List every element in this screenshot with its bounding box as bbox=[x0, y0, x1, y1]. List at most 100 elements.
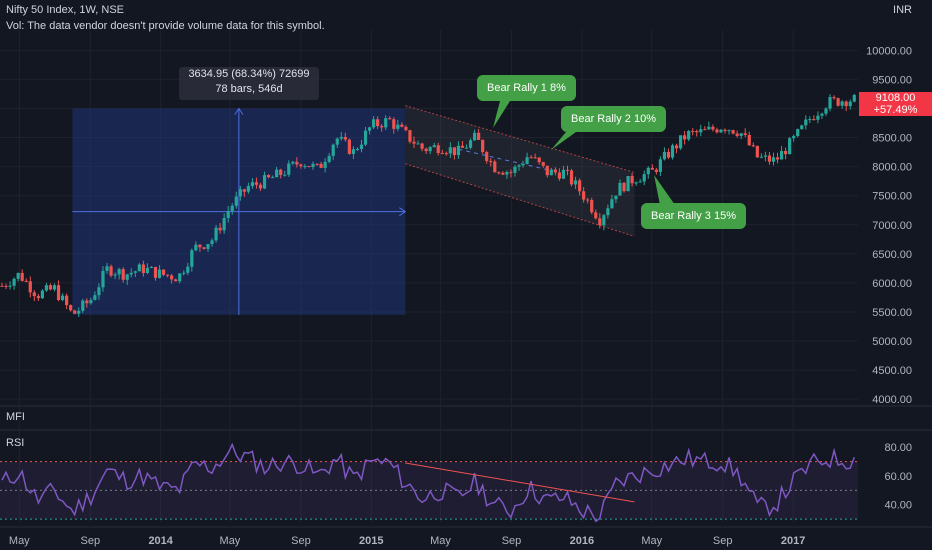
candle[interactable] bbox=[723, 128, 727, 134]
candle[interactable] bbox=[105, 262, 109, 274]
candle[interactable] bbox=[226, 205, 230, 223]
candle[interactable] bbox=[222, 213, 226, 234]
candle[interactable] bbox=[666, 148, 671, 160]
candle[interactable] bbox=[598, 213, 602, 229]
candle[interactable] bbox=[89, 297, 93, 305]
candle[interactable] bbox=[44, 282, 49, 292]
candle[interactable] bbox=[194, 241, 198, 252]
candle[interactable] bbox=[699, 124, 703, 137]
candle[interactable] bbox=[707, 121, 711, 130]
candle[interactable] bbox=[48, 283, 53, 291]
candle[interactable] bbox=[331, 143, 335, 160]
candle[interactable] bbox=[594, 209, 598, 220]
candle[interactable] bbox=[824, 106, 828, 116]
candle[interactable] bbox=[4, 283, 8, 290]
candle[interactable] bbox=[796, 128, 800, 138]
candle[interactable] bbox=[121, 267, 125, 283]
candle[interactable] bbox=[800, 124, 804, 130]
candle[interactable] bbox=[440, 149, 444, 155]
candle[interactable] bbox=[622, 181, 626, 193]
candle[interactable] bbox=[214, 224, 218, 243]
candle[interactable] bbox=[392, 117, 396, 134]
candle[interactable] bbox=[355, 147, 360, 151]
candle[interactable] bbox=[335, 137, 339, 148]
candle[interactable] bbox=[497, 171, 501, 175]
candle[interactable] bbox=[28, 276, 32, 298]
candle[interactable] bbox=[687, 129, 691, 142]
candle[interactable] bbox=[307, 165, 311, 168]
candle[interactable] bbox=[464, 144, 469, 149]
candle[interactable] bbox=[16, 272, 20, 282]
candle[interactable] bbox=[618, 179, 622, 196]
candle[interactable] bbox=[828, 94, 832, 112]
candle[interactable] bbox=[85, 298, 89, 308]
candle[interactable] bbox=[40, 289, 44, 300]
candle[interactable] bbox=[32, 290, 36, 302]
candle[interactable] bbox=[573, 176, 578, 189]
candle[interactable] bbox=[303, 163, 307, 169]
candle[interactable] bbox=[626, 175, 630, 192]
candle[interactable] bbox=[489, 158, 493, 167]
candle[interactable] bbox=[654, 167, 658, 175]
candle[interactable] bbox=[844, 100, 848, 112]
candle[interactable] bbox=[545, 165, 549, 178]
candle[interactable] bbox=[279, 168, 283, 179]
candle[interactable] bbox=[493, 159, 497, 173]
candle[interactable] bbox=[771, 152, 776, 166]
candle[interactable] bbox=[230, 203, 234, 215]
candle[interactable] bbox=[81, 298, 85, 314]
candle[interactable] bbox=[610, 194, 614, 209]
candle[interactable] bbox=[351, 146, 356, 160]
candle[interactable] bbox=[638, 178, 642, 183]
candle[interactable] bbox=[472, 129, 477, 141]
candle[interactable] bbox=[275, 166, 279, 178]
candle[interactable] bbox=[420, 142, 424, 152]
callout-bear-rally-3[interactable]: Bear Rally 3 15% bbox=[641, 203, 746, 229]
candle[interactable] bbox=[69, 304, 73, 312]
candle[interactable] bbox=[792, 134, 796, 142]
candle[interactable] bbox=[206, 243, 210, 252]
candle[interactable] bbox=[703, 126, 707, 131]
candle[interactable] bbox=[372, 116, 376, 130]
candle[interactable] bbox=[291, 160, 295, 166]
candle[interactable] bbox=[347, 138, 351, 155]
candle[interactable] bbox=[8, 281, 12, 290]
candle[interactable] bbox=[424, 147, 428, 154]
candle[interactable] bbox=[343, 132, 347, 142]
candle[interactable] bbox=[36, 293, 40, 302]
candle[interactable] bbox=[755, 145, 759, 158]
candle[interactable] bbox=[602, 213, 606, 231]
candle[interactable] bbox=[808, 116, 812, 124]
candle[interactable] bbox=[501, 171, 505, 176]
candle[interactable] bbox=[683, 130, 687, 145]
candle[interactable] bbox=[242, 188, 246, 197]
candle[interactable] bbox=[763, 151, 768, 162]
candle[interactable] bbox=[670, 143, 675, 160]
candle[interactable] bbox=[832, 95, 836, 100]
last-price-tag[interactable]: 9108.00 +57.49% bbox=[859, 92, 932, 116]
candle[interactable] bbox=[295, 157, 299, 168]
candle[interactable] bbox=[149, 266, 154, 269]
candle[interactable] bbox=[238, 185, 242, 201]
candle[interactable] bbox=[674, 143, 679, 154]
candle[interactable] bbox=[133, 270, 137, 277]
candle[interactable] bbox=[533, 153, 537, 159]
candle[interactable] bbox=[210, 238, 214, 247]
candle[interactable] bbox=[141, 260, 145, 277]
candle[interactable] bbox=[759, 153, 763, 159]
candle[interactable] bbox=[299, 163, 303, 169]
candle[interactable] bbox=[537, 157, 541, 165]
candle[interactable] bbox=[477, 129, 481, 140]
candle[interactable] bbox=[161, 269, 166, 277]
candle[interactable] bbox=[24, 278, 28, 283]
candle[interactable] bbox=[541, 161, 545, 168]
candle[interactable] bbox=[258, 182, 263, 191]
candle[interactable] bbox=[848, 99, 852, 110]
candle[interactable] bbox=[315, 163, 319, 166]
candle[interactable] bbox=[747, 131, 751, 146]
candle[interactable] bbox=[468, 138, 473, 150]
candle[interactable] bbox=[327, 153, 331, 164]
candle[interactable] bbox=[739, 132, 743, 140]
candle[interactable] bbox=[582, 187, 586, 203]
